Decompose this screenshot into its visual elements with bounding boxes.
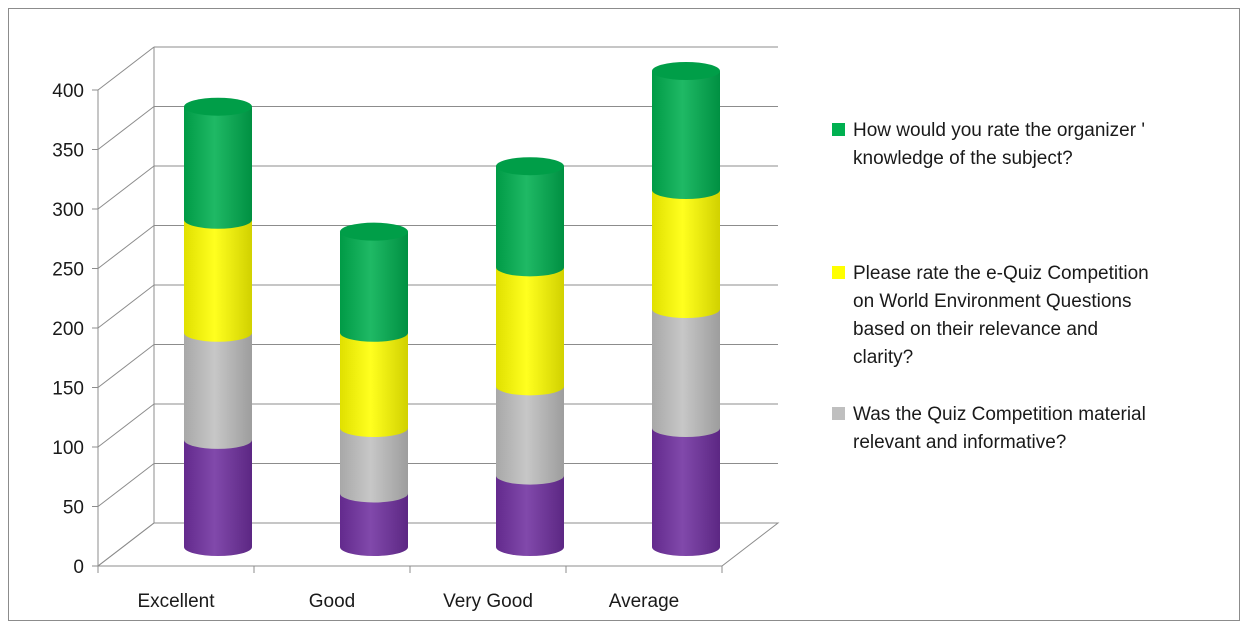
segment-good-s3 [340, 231, 408, 342]
y-tick-label-200: 200 [52, 319, 84, 340]
cylinder-top-excellent [184, 97, 252, 116]
y-tick-label-400: 400 [52, 81, 84, 102]
gridline-side-200 [97, 284, 155, 329]
segment-good-s1 [340, 428, 408, 503]
legend-label: How would you rate the organizer ' knowle… [853, 117, 1145, 173]
legend-label-line: How would you rate the organizer ' [853, 120, 1145, 141]
gridline-side-150 [97, 344, 155, 388]
axes [92, 89, 780, 573]
y-tick-label-100: 100 [52, 438, 84, 459]
gridline-side-400 [97, 46, 155, 91]
segment-excellent-s1 [184, 332, 252, 449]
bar-very-good [496, 157, 564, 556]
legend-label-line: based on their relevance and [853, 319, 1099, 340]
chart-floor [96, 522, 780, 567]
gridline-side-350 [97, 106, 155, 150]
cylinder-top-very-good [496, 157, 564, 176]
bar-average [652, 62, 720, 556]
segment-good-s0 [340, 493, 408, 556]
segment-very-good-s2 [496, 267, 564, 396]
segment-excellent-s3 [184, 106, 252, 229]
y-tick-label-50: 50 [63, 498, 84, 519]
segment-average-s2 [652, 190, 720, 318]
legend-label: Was the Quiz Competition material relevan… [853, 401, 1146, 457]
y-tick-label-300: 300 [52, 200, 84, 221]
legend-label-line: knowledge of the subject? [853, 148, 1073, 169]
x-tick-label-excellent: Excellent [137, 591, 215, 612]
bars [184, 62, 720, 556]
segment-very-good-s3 [496, 166, 564, 277]
legend-label-line: relevant and informative? [853, 432, 1067, 453]
segment-very-good-s0 [496, 475, 564, 556]
legend-swatch [832, 266, 845, 279]
y-tick-label-150: 150 [52, 379, 84, 400]
cylinder-top-good [340, 222, 408, 241]
tick-labels: 0 50 100 150 200 250 300 350 400 Excellent Good Ver… [52, 81, 679, 612]
x-tick-label-good: Good [309, 591, 355, 612]
legend-swatch [832, 123, 845, 136]
gridline-side-100 [97, 403, 155, 448]
segment-very-good-s1 [496, 386, 564, 485]
legend-label-line: Was the Quiz Competition material [853, 404, 1146, 425]
legend-swatch [832, 407, 845, 420]
legend-label-line: on World Environment Questions [853, 291, 1132, 312]
y-tick-label-350: 350 [52, 141, 84, 162]
legend-item-0: How would you rate the organizer ' knowle… [832, 117, 1242, 173]
gridline-side-50 [97, 463, 155, 507]
segment-excellent-s0 [184, 439, 252, 556]
segment-average-s0 [652, 428, 720, 556]
y-tick-label-250: 250 [52, 260, 84, 281]
legend-label-line: Please rate the e-Quiz Competition [853, 263, 1149, 284]
segment-excellent-s2 [184, 219, 252, 342]
gridline-side-300 [97, 165, 155, 210]
cylinder-top-average [652, 62, 720, 80]
segment-average-s3 [652, 71, 720, 199]
chart-frame [8, 8, 1240, 621]
legend-label: Please rate the e-Quiz Competition on Wor… [853, 260, 1149, 372]
x-tick-label-very-good: Very Good [443, 591, 533, 612]
segment-average-s1 [652, 309, 720, 437]
legend-label-line: clarity? [853, 347, 914, 368]
y-tick-label-0: 0 [73, 557, 84, 578]
legend-item-1: Please rate the e-Quiz Competition on Wor… [832, 260, 1242, 372]
x-tick-label-average: Average [609, 591, 679, 612]
legend-item-2: Was the Quiz Competition material relevan… [832, 401, 1242, 457]
gridline-side-250 [97, 225, 155, 269]
segment-good-s2 [340, 332, 408, 437]
bar-good [340, 222, 408, 556]
bar-excellent [184, 97, 252, 556]
